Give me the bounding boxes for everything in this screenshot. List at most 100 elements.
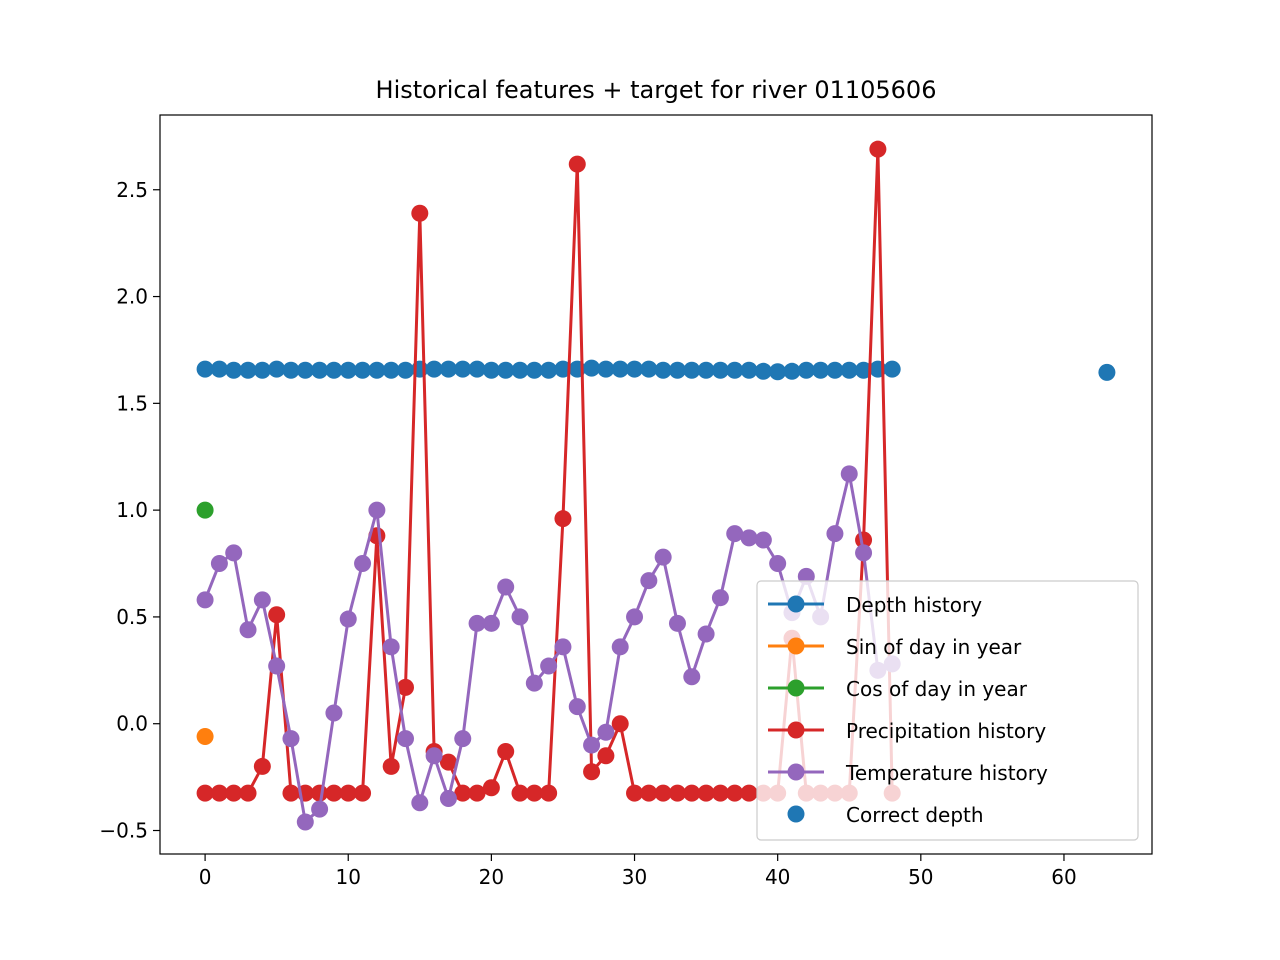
legend-item: Cos of day in year [768, 677, 1028, 701]
data-point [740, 529, 758, 547]
x-tick-label: 20 [479, 865, 504, 889]
data-point [869, 140, 887, 158]
data-point [239, 621, 257, 639]
data-point [812, 361, 830, 379]
data-point [726, 361, 744, 379]
data-point [454, 730, 472, 748]
data-point [711, 361, 729, 379]
data-point [740, 784, 758, 802]
legend-item: Correct depth [787, 803, 984, 827]
legend: Depth history Sin of day in year Cos of da… [756, 580, 1139, 841]
data-point [683, 361, 701, 379]
data-point [296, 813, 314, 831]
data-point [196, 591, 214, 609]
data-point [726, 784, 744, 802]
y-tick-label: 2.0 [116, 285, 148, 309]
y-tick-label: 0.5 [116, 605, 148, 629]
data-point [826, 525, 844, 543]
data-point [840, 465, 858, 483]
data-point [468, 784, 486, 802]
data-point [683, 784, 701, 802]
data-point [225, 784, 243, 802]
legend-marker [787, 721, 805, 739]
data-point [783, 362, 801, 380]
data-point [411, 204, 429, 222]
data-point [1098, 363, 1116, 381]
data-point [611, 360, 629, 378]
data-point [511, 608, 529, 626]
data-point [311, 361, 329, 379]
data-point [826, 361, 844, 379]
data-point [225, 361, 243, 379]
data-point [482, 361, 500, 379]
data-point [626, 608, 644, 626]
data-point [439, 753, 457, 771]
data-point [668, 784, 686, 802]
x-tick-label: 50 [908, 865, 933, 889]
data-point [325, 784, 343, 802]
data-point [396, 361, 414, 379]
data-point [268, 657, 286, 675]
series-cos-of-day-in-year [196, 501, 214, 519]
data-point [626, 360, 644, 378]
data-point [525, 361, 543, 379]
data-point [711, 784, 729, 802]
data-point [296, 361, 314, 379]
data-point [282, 730, 300, 748]
legend-label: Precipitation history [846, 719, 1046, 743]
data-point [196, 728, 214, 746]
data-point [482, 614, 500, 632]
data-point [339, 361, 357, 379]
data-point [540, 657, 558, 675]
data-point [711, 589, 729, 607]
data-point [482, 779, 500, 797]
x-tick-label: 30 [622, 865, 647, 889]
data-point [339, 784, 357, 802]
series-sin-of-day-in-year [196, 728, 214, 746]
data-point [497, 578, 515, 596]
legend-label: Correct depth [846, 803, 984, 827]
data-point [654, 548, 672, 566]
data-point [583, 736, 601, 754]
data-point [196, 784, 214, 802]
plot-frame [159, 114, 1153, 855]
data-point [697, 361, 715, 379]
data-point [454, 360, 472, 378]
data-point [568, 698, 586, 716]
data-point [583, 359, 601, 377]
data-point [568, 155, 586, 173]
data-point [425, 360, 443, 378]
legend-marker [787, 595, 805, 613]
data-point [611, 715, 629, 733]
x-tick-label: 60 [1051, 865, 1076, 889]
data-point [268, 360, 286, 378]
data-point [697, 625, 715, 643]
data-point [540, 361, 558, 379]
y-tick-label: 1.5 [116, 391, 148, 415]
data-point [626, 784, 644, 802]
data-point [210, 555, 228, 573]
data-point [339, 610, 357, 628]
legend-marker [787, 637, 805, 655]
x-tick-label: 0 [199, 865, 212, 889]
legend-label: Cos of day in year [846, 677, 1028, 701]
data-point [597, 723, 615, 741]
data-point [239, 784, 257, 802]
data-point [411, 794, 429, 812]
data-point [382, 638, 400, 656]
data-point [511, 361, 529, 379]
data-point [382, 361, 400, 379]
data-point [769, 555, 787, 573]
data-point [468, 614, 486, 632]
data-point [468, 360, 486, 378]
data-point [396, 730, 414, 748]
series-depth-history [196, 359, 901, 381]
data-point [683, 668, 701, 686]
data-point [668, 361, 686, 379]
data-point [668, 614, 686, 632]
y-tick-label: 1.0 [116, 498, 148, 522]
data-point [697, 784, 715, 802]
legend-marker [787, 679, 805, 697]
data-point [454, 784, 472, 802]
